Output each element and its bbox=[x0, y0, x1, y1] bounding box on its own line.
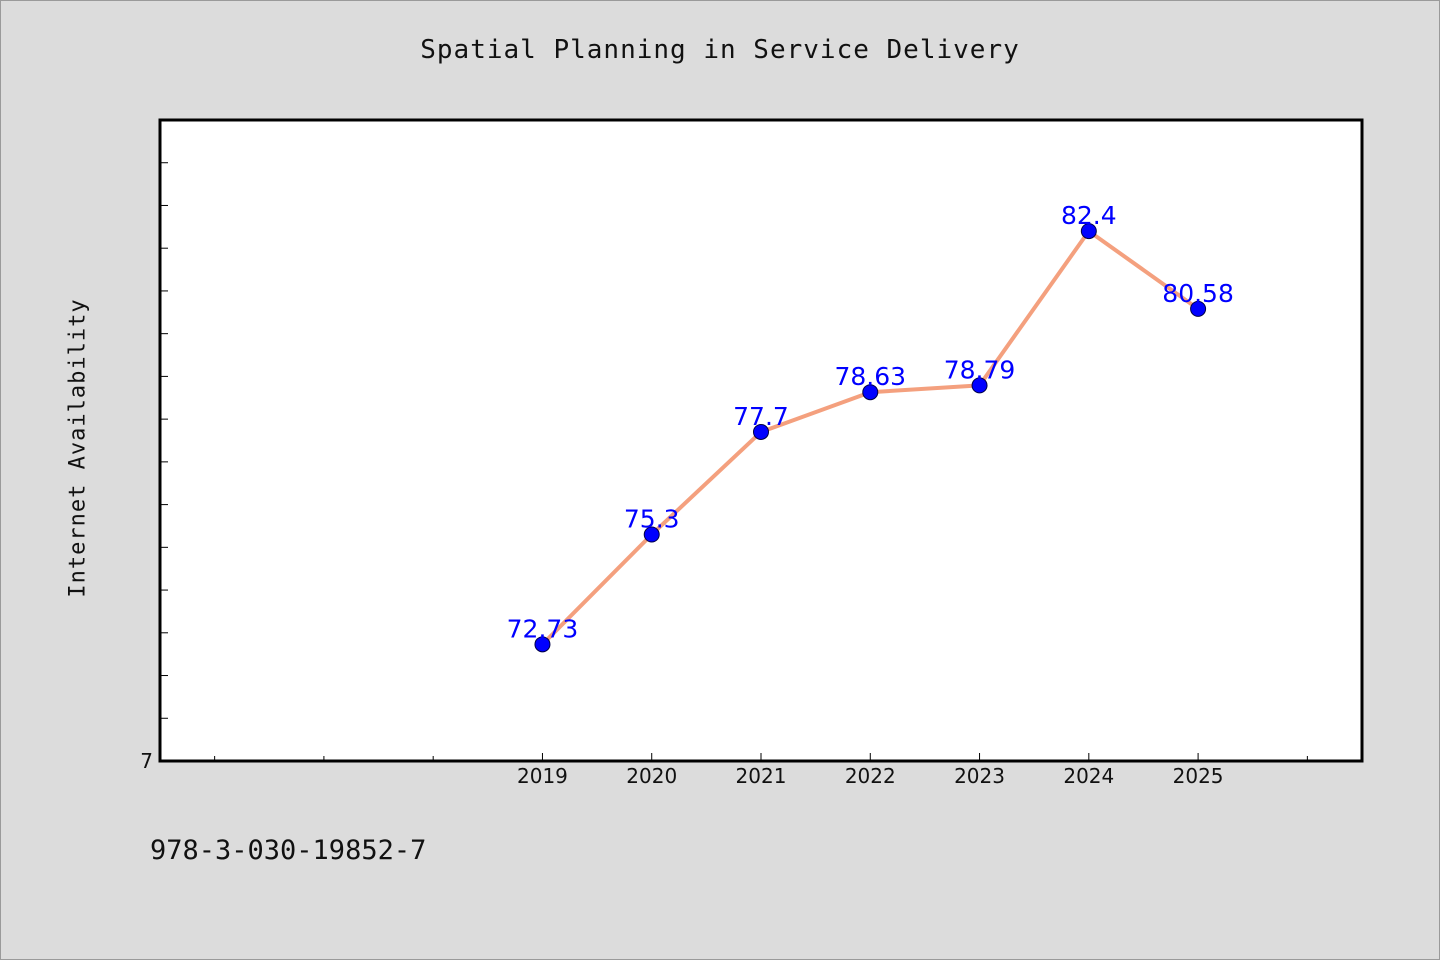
data-point bbox=[643, 526, 660, 543]
x-tick-label: 2022 bbox=[845, 764, 896, 788]
plot-area bbox=[158, 118, 1364, 763]
data-point bbox=[971, 377, 988, 394]
x-tick-label: 2020 bbox=[626, 764, 677, 788]
footnote: 978-3-030-19852-7 bbox=[150, 835, 427, 866]
data-label: 75.3 bbox=[624, 505, 680, 534]
data-point bbox=[862, 384, 879, 401]
y-axis-ticks: 7 bbox=[140, 162, 168, 773]
x-axis-ticks: 2019 2020 2021 2022 2023 2024 2025 bbox=[214, 753, 1308, 788]
data-point bbox=[534, 636, 551, 653]
data-point bbox=[753, 423, 769, 440]
y-tick-label: 7 bbox=[140, 749, 153, 773]
data-point bbox=[1190, 300, 1207, 317]
chart-title: Spatial Planning in Service Delivery bbox=[420, 35, 1020, 65]
data-label: 82.4 bbox=[1061, 201, 1117, 230]
data-label: 78.63 bbox=[834, 362, 906, 391]
x-tick-label: 2024 bbox=[1063, 764, 1114, 788]
data-label: 80.58 bbox=[1162, 279, 1234, 308]
data-label: 72.73 bbox=[507, 614, 579, 643]
x-tick-label: 2021 bbox=[736, 764, 787, 788]
data-label: 78.79 bbox=[944, 355, 1016, 384]
data-labels: 72.73 75.3 77.7 78.63 78.79 82.4 80.58 bbox=[507, 201, 1234, 643]
data-point bbox=[1080, 223, 1097, 240]
x-tick-label: 2019 bbox=[517, 764, 568, 788]
x-tick-label: 2025 bbox=[1173, 764, 1224, 788]
series-group bbox=[534, 223, 1207, 653]
x-tick-label: 2023 bbox=[954, 764, 1005, 788]
data-label: 77.7 bbox=[733, 402, 789, 431]
